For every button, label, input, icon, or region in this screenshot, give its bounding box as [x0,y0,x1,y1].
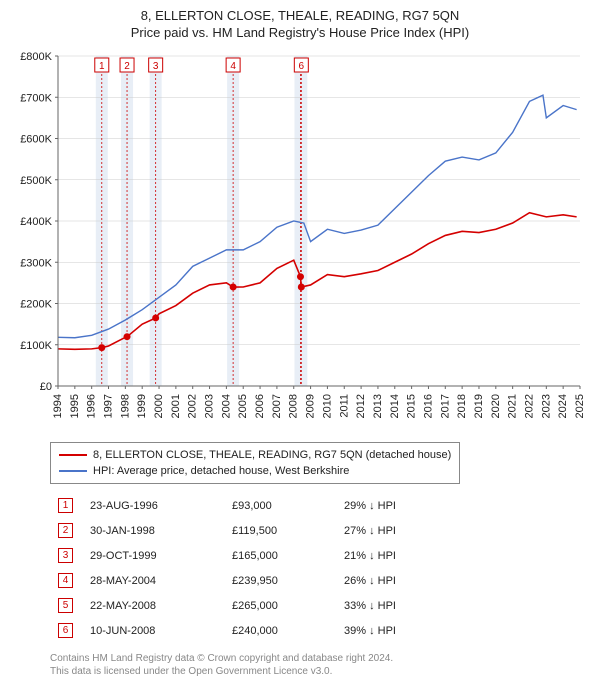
legend-swatch [59,470,87,472]
svg-text:2008: 2008 [288,394,300,418]
table-cell: 1 [52,494,82,517]
table-cell: 27% ↓ HPI [338,519,402,542]
table-cell: 23-AUG-1996 [84,494,224,517]
svg-text:2006: 2006 [254,394,266,418]
table-cell: £239,950 [226,569,336,592]
svg-text:2017: 2017 [439,394,451,418]
svg-text:£700K: £700K [20,92,52,104]
table-cell: 6 [52,619,82,642]
svg-text:2016: 2016 [422,394,434,418]
svg-text:1995: 1995 [69,394,81,418]
svg-text:2002: 2002 [187,394,199,418]
svg-text:2003: 2003 [204,394,216,418]
table-cell: 21% ↓ HPI [338,544,402,567]
svg-text:2020: 2020 [490,394,502,418]
svg-text:2014: 2014 [389,394,401,418]
page-title: 8, ELLERTON CLOSE, THEALE, READING, RG7 … [10,8,590,23]
table-row: 522-MAY-2008£265,00033% ↓ HPI [52,594,402,617]
legend-label: 8, ELLERTON CLOSE, THEALE, READING, RG7 … [93,449,451,461]
table-cell: 33% ↓ HPI [338,594,402,617]
svg-text:£100K: £100K [20,340,52,352]
events-table: 123-AUG-1996£93,00029% ↓ HPI230-JAN-1998… [50,492,404,644]
table-row: 428-MAY-2004£239,95026% ↓ HPI [52,569,402,592]
table-cell: 2 [52,519,82,542]
table-cell: 3 [52,544,82,567]
svg-text:1999: 1999 [136,394,148,418]
table-cell: 10-JUN-2008 [84,619,224,642]
svg-text:2004: 2004 [220,394,232,418]
legend-swatch [59,454,87,456]
table-cell: £93,000 [226,494,336,517]
price-chart: £0 £100K £200K £300K £400K £500K £600K £700K £80… [10,46,590,436]
table-cell: 29-OCT-1999 [84,544,224,567]
table-cell: 39% ↓ HPI [338,619,402,642]
svg-text:3: 3 [153,61,159,72]
table-cell: 30-JAN-1998 [84,519,224,542]
svg-text:2010: 2010 [321,394,333,418]
svg-text:2025: 2025 [574,394,586,418]
legend-item: 8, ELLERTON CLOSE, THEALE, READING, RG7 … [59,447,451,463]
table-cell: 28-MAY-2004 [84,569,224,592]
svg-text:£800K: £800K [20,51,52,63]
table-cell: £265,000 [226,594,336,617]
svg-text:2001: 2001 [170,394,182,418]
svg-text:1998: 1998 [119,394,131,418]
svg-text:£200K: £200K [20,299,52,311]
svg-text:2015: 2015 [406,394,418,418]
table-cell: 26% ↓ HPI [338,569,402,592]
table-cell: 29% ↓ HPI [338,494,402,517]
svg-text:2009: 2009 [305,394,317,418]
svg-text:2013: 2013 [372,394,384,418]
footer-attribution: Contains HM Land Registry data © Crown c… [50,652,590,678]
svg-text:£500K: £500K [20,175,52,187]
svg-text:2018: 2018 [456,394,468,418]
svg-text:1994: 1994 [52,394,64,418]
svg-text:2021: 2021 [507,394,519,418]
table-cell: 4 [52,569,82,592]
svg-text:£300K: £300K [20,257,52,269]
svg-text:4: 4 [230,61,236,72]
svg-text:2022: 2022 [523,394,535,418]
svg-text:2023: 2023 [540,394,552,418]
svg-text:2005: 2005 [237,394,249,418]
svg-text:2007: 2007 [271,394,283,418]
svg-text:2011: 2011 [338,394,350,418]
table-row: 123-AUG-1996£93,00029% ↓ HPI [52,494,402,517]
svg-text:2000: 2000 [153,394,165,418]
svg-text:2019: 2019 [473,394,485,418]
footer-line: Contains HM Land Registry data © Crown c… [50,652,590,665]
table-cell: 22-MAY-2008 [84,594,224,617]
table-row: 230-JAN-1998£119,50027% ↓ HPI [52,519,402,542]
svg-text:2024: 2024 [557,394,569,418]
table-cell: £119,500 [226,519,336,542]
svg-text:1: 1 [99,61,105,72]
svg-text:2: 2 [124,61,130,72]
svg-text:1997: 1997 [103,394,115,418]
svg-text:£400K: £400K [20,216,52,228]
svg-text:£600K: £600K [20,134,52,146]
table-cell: £240,000 [226,619,336,642]
svg-text:1996: 1996 [86,394,98,418]
svg-text:£0: £0 [40,381,52,393]
svg-text:2012: 2012 [355,394,367,418]
page-subtitle: Price paid vs. HM Land Registry's House … [10,25,590,40]
table-cell: 5 [52,594,82,617]
legend: 8, ELLERTON CLOSE, THEALE, READING, RG7 … [50,442,460,484]
table-cell: £165,000 [226,544,336,567]
table-row: 329-OCT-1999£165,00021% ↓ HPI [52,544,402,567]
svg-text:6: 6 [299,61,305,72]
legend-item: HPI: Average price, detached house, West… [59,463,451,479]
footer-line: This data is licensed under the Open Gov… [50,665,590,678]
table-row: 610-JUN-2008£240,00039% ↓ HPI [52,619,402,642]
legend-label: HPI: Average price, detached house, West… [93,465,349,477]
